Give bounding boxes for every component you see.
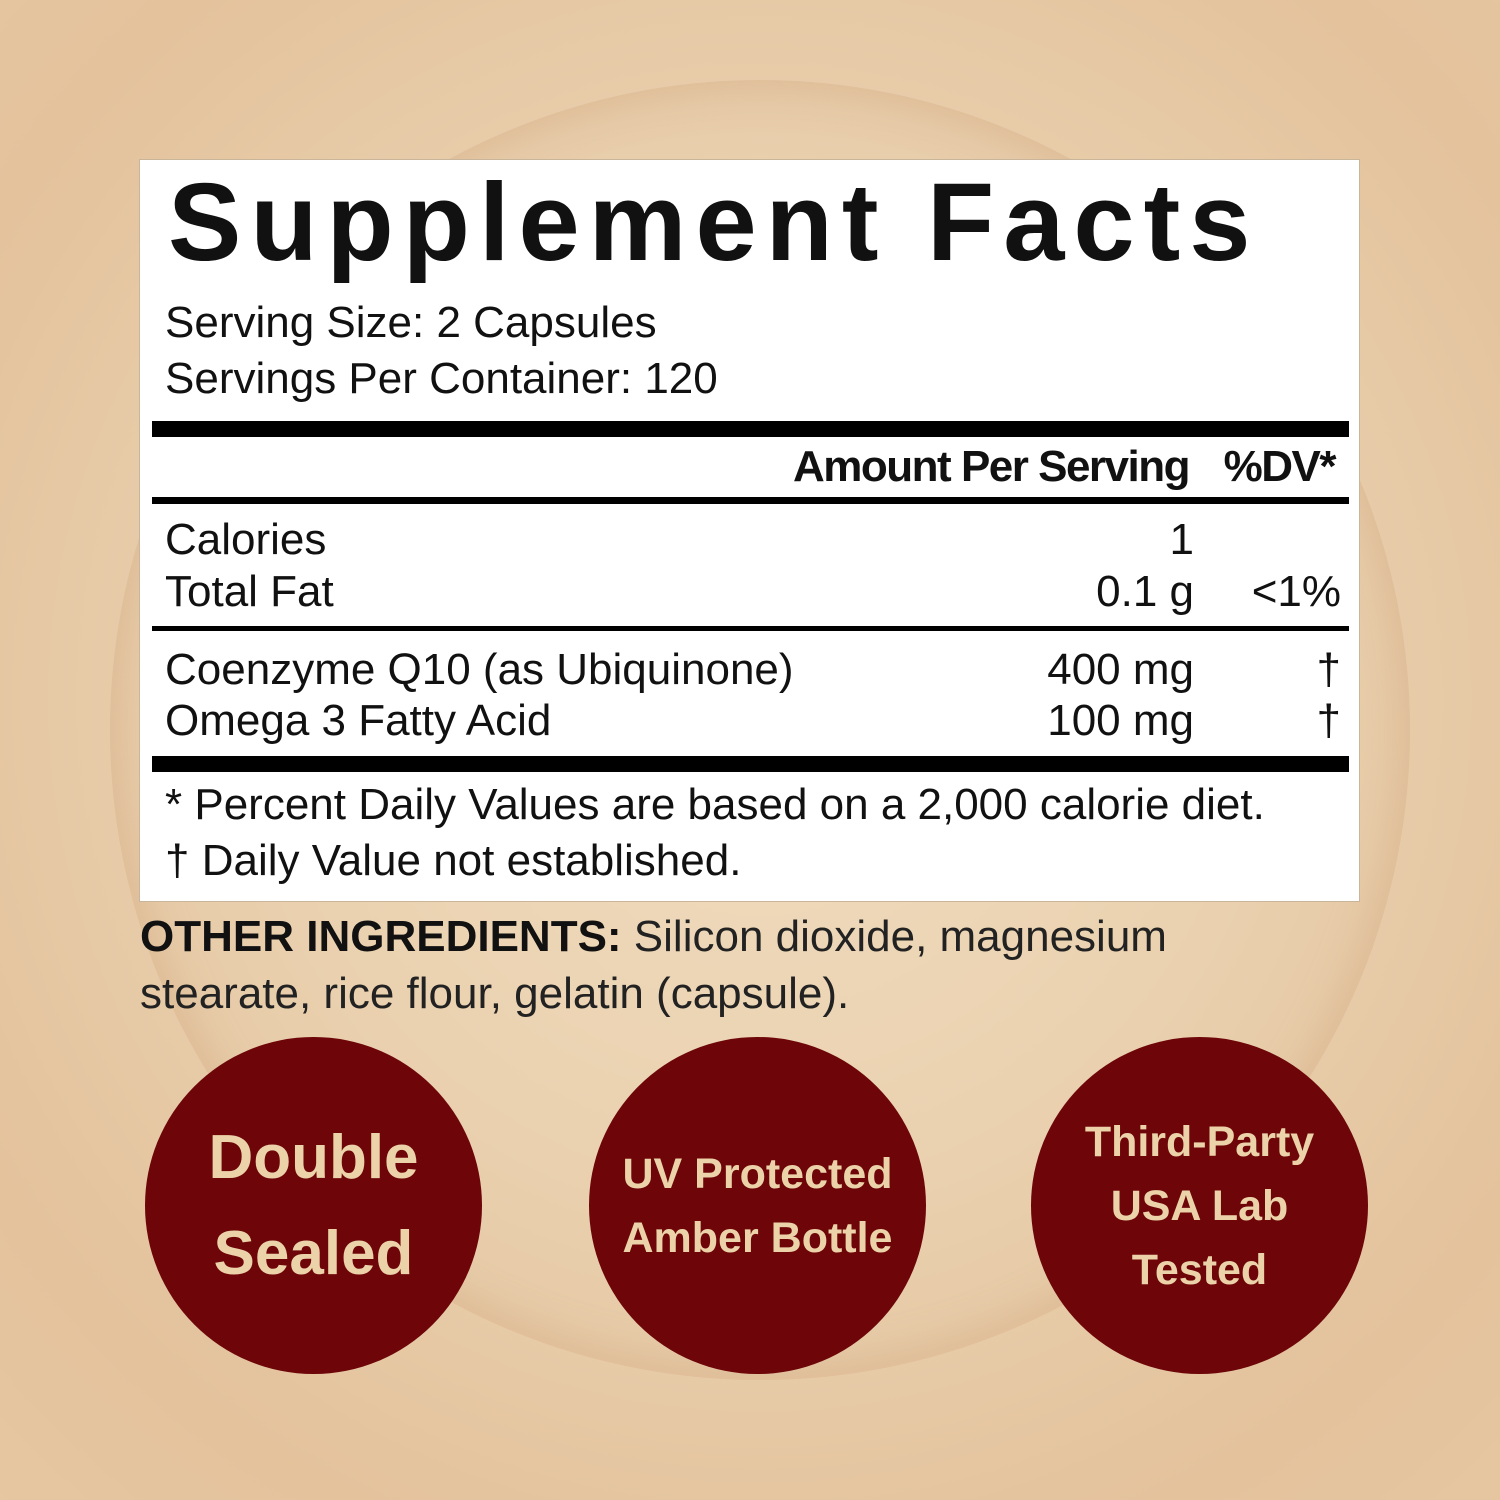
row-name: Total Fat [165, 567, 334, 616]
other-ingredients: OTHER INGREDIENTS: Silicon dioxide, magn… [140, 908, 1300, 1022]
badge-line: Tested [1131, 1245, 1268, 1294]
divider [152, 497, 1349, 504]
row-dv: † [1316, 645, 1341, 694]
row-dv: <1% [1251, 567, 1341, 616]
badge-line: Amber Bottle [622, 1213, 893, 1262]
other-ingredients-text: Silicon dioxide, magnesium stearate, ric… [140, 912, 1167, 1018]
badge-line: UV Protected [622, 1149, 893, 1198]
panel-title: Supplement Facts [168, 161, 1260, 284]
badge-double-sealed: Double Sealed [145, 1037, 482, 1374]
badge-line: USA Lab [1110, 1181, 1289, 1230]
badge-uv-protected: UV Protected Amber Bottle [589, 1037, 926, 1374]
badge-third-party-tested: Third-Party USA Lab Tested [1031, 1037, 1368, 1374]
divider-thick [152, 421, 1349, 437]
divider [152, 626, 1349, 631]
servings-per-container: Servings Per Container: 120 [165, 354, 718, 403]
row-dv: † [1316, 696, 1341, 745]
serving-size: Serving Size: 2 Capsules [165, 298, 657, 347]
supplement-facts-panel: Supplement Facts Serving Size: 2 Capsule… [139, 159, 1360, 902]
row-name: Coenzyme Q10 (as Ubiquinone) [165, 645, 794, 694]
footnote-dv: * Percent Daily Values are based on a 2,… [165, 780, 1265, 829]
footnote-dagger: † Daily Value not established. [165, 836, 742, 885]
row-amount: 100 mg [1047, 696, 1194, 745]
row-amount: 0.1 g [1096, 567, 1194, 616]
badge-line: Sealed [213, 1218, 414, 1288]
divider-thick [152, 756, 1349, 772]
badge-line: Double [208, 1122, 419, 1192]
other-ingredients-label: OTHER INGREDIENTS: [140, 912, 622, 961]
row-amount: 1 [1169, 515, 1194, 564]
badge-line: Third-Party [1084, 1117, 1315, 1166]
row-amount: 400 mg [1047, 645, 1194, 694]
amount-header: Amount Per Serving [793, 442, 1190, 491]
row-name: Omega 3 Fatty Acid [165, 696, 552, 745]
row-name: Calories [165, 515, 327, 564]
dv-header: %DV* [1223, 442, 1337, 491]
